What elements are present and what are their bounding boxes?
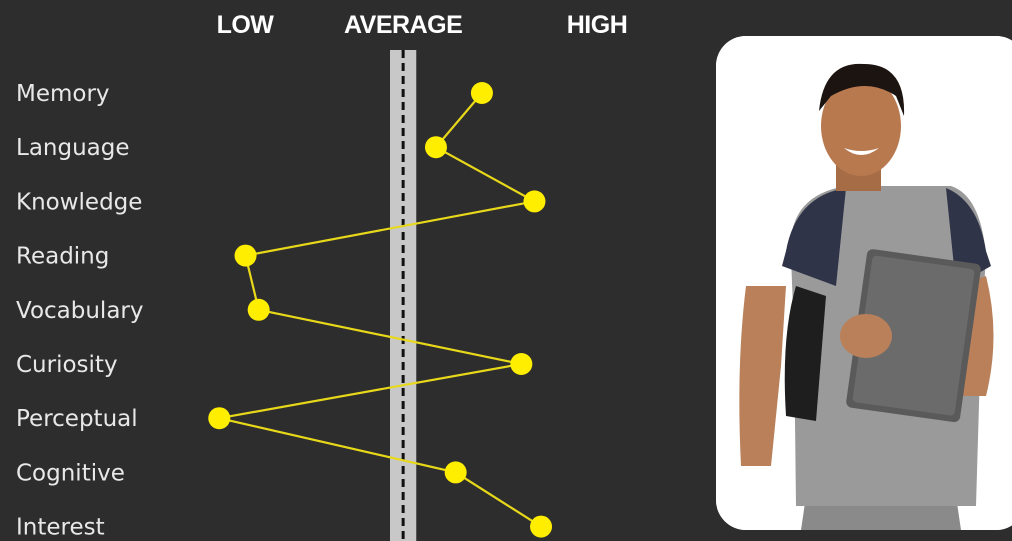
category-label-language: Language [16, 135, 130, 161]
marker-memory [470, 82, 493, 104]
axis-label-low: LOW [217, 11, 275, 39]
marker-curiosity [510, 353, 533, 375]
marker-interest [530, 515, 553, 538]
marker-perceptual [208, 407, 231, 430]
marker-reading [234, 244, 257, 267]
category-labels: Memory Language Knowledge Reading Vocabulary… [16, 81, 144, 541]
category-label-vocabulary: Vocabulary [16, 298, 144, 324]
marker-vocabulary [247, 298, 270, 321]
category-label-cognitive: Cognitive [16, 460, 125, 486]
category-label-perceptual: Perceptual [16, 406, 138, 432]
marker-knowledge [523, 190, 546, 213]
category-label-reading: Reading [16, 244, 109, 270]
marker-language [424, 136, 447, 159]
axis-label-high: HIGH [567, 11, 628, 39]
profile-markers [208, 82, 553, 538]
marker-cognitive [444, 461, 467, 484]
category-label-interest: Interest [16, 515, 105, 541]
student-holding-laptop-photo-icon [716, 36, 1012, 530]
axis-label-average: AVERAGE [344, 11, 462, 39]
category-label-knowledge: Knowledge [16, 189, 142, 215]
student-photo [716, 36, 1012, 530]
category-label-curiosity: Curiosity [16, 352, 118, 378]
category-label-memory: Memory [16, 81, 110, 107]
